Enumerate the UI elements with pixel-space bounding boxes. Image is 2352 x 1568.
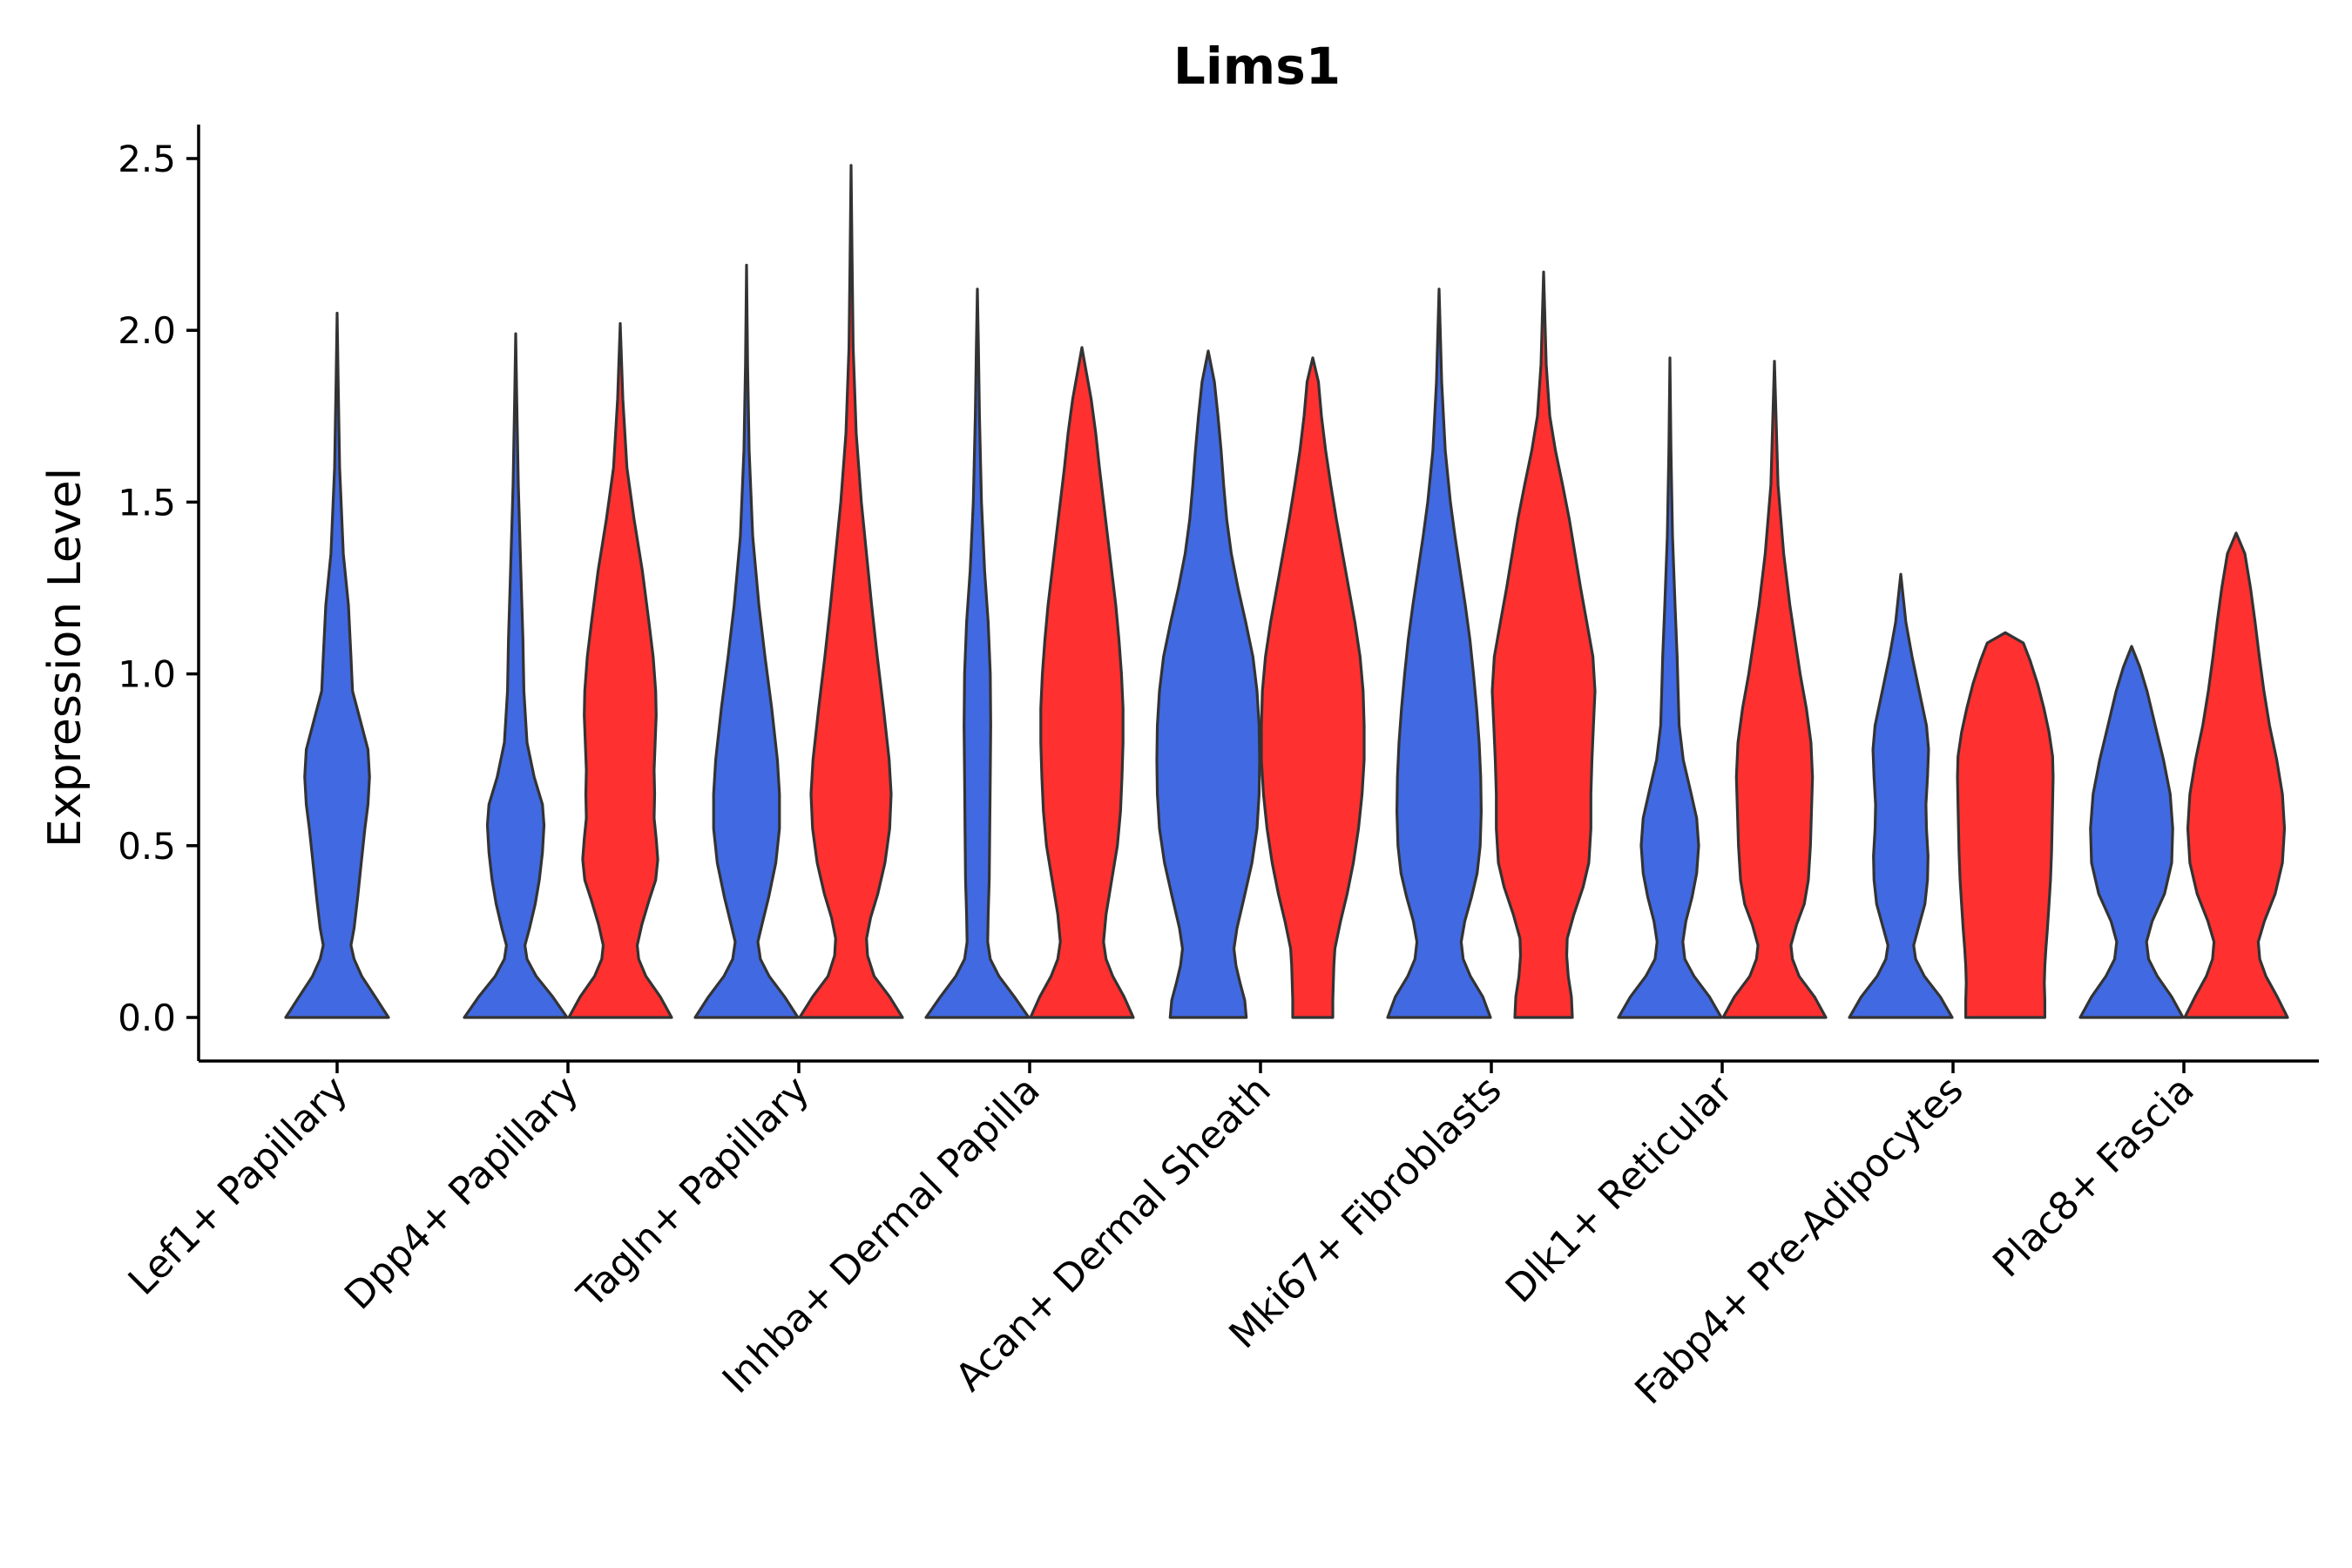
y-axis-title: Expression Level bbox=[39, 468, 91, 848]
violin-fabp4-pre-adipocytes-group-1 bbox=[1848, 572, 1954, 1019]
violin-dpp4-papillary-group-2 bbox=[567, 321, 673, 1019]
x-tick-label: Dpp4+ Papillary bbox=[336, 1068, 587, 1319]
violin-acan-dermal-sheath-group-1 bbox=[1155, 349, 1261, 1019]
x-tick-label: Plac8+ Fascia bbox=[1984, 1068, 2203, 1287]
violin-inhba-dermal-papilla-group-2 bbox=[1029, 346, 1135, 1019]
axes-layer bbox=[197, 125, 2319, 1063]
y-tick-label: 0.5 bbox=[118, 825, 176, 868]
x-tick-label: Dlk1+ Reticular bbox=[1497, 1067, 1742, 1312]
violin-dlk1-reticular-group-2 bbox=[1721, 360, 1828, 1019]
violin-dlk1-reticular-group-1 bbox=[1617, 356, 1723, 1019]
violin-fabp4-pre-adipocytes-group-2 bbox=[1956, 631, 2055, 1019]
y-tick-label: 2.5 bbox=[118, 138, 176, 180]
violin-plac8-fascia-group-1 bbox=[2078, 645, 2185, 1019]
violin-mki67-fibroblasts-group-2 bbox=[1490, 270, 1597, 1019]
y-tick-label: 1.0 bbox=[118, 653, 176, 696]
x-tick-label: Lef1+ Papillary bbox=[120, 1068, 356, 1304]
y-tick-label: 2.0 bbox=[118, 309, 176, 352]
violin-tagln-papillary-group-1 bbox=[693, 263, 800, 1019]
x-tick-label: Tagln+ Papillary bbox=[569, 1068, 818, 1317]
chart-title: Lims1 bbox=[1173, 37, 1341, 96]
violin-plac8-fascia-group-2 bbox=[2183, 531, 2289, 1019]
violin-dpp4-papillary-group-1 bbox=[463, 332, 569, 1019]
y-tick-label: 0.0 bbox=[118, 997, 176, 1039]
y-tick-label: 1.5 bbox=[118, 481, 176, 524]
violin-acan-dermal-sheath-group-2 bbox=[1260, 356, 1366, 1019]
violins-layer bbox=[284, 164, 2289, 1019]
violin-tagln-papillary-group-2 bbox=[798, 164, 904, 1019]
violin-inhba-dermal-papilla-group-1 bbox=[924, 287, 1031, 1019]
violin-mki67-fibroblasts-group-1 bbox=[1386, 287, 1492, 1019]
violin-lef1-papillary-group-1 bbox=[284, 311, 390, 1019]
y-ticks-layer: 0.0 0.5 1.0 1.5 2.0 2.5 bbox=[118, 138, 199, 1039]
